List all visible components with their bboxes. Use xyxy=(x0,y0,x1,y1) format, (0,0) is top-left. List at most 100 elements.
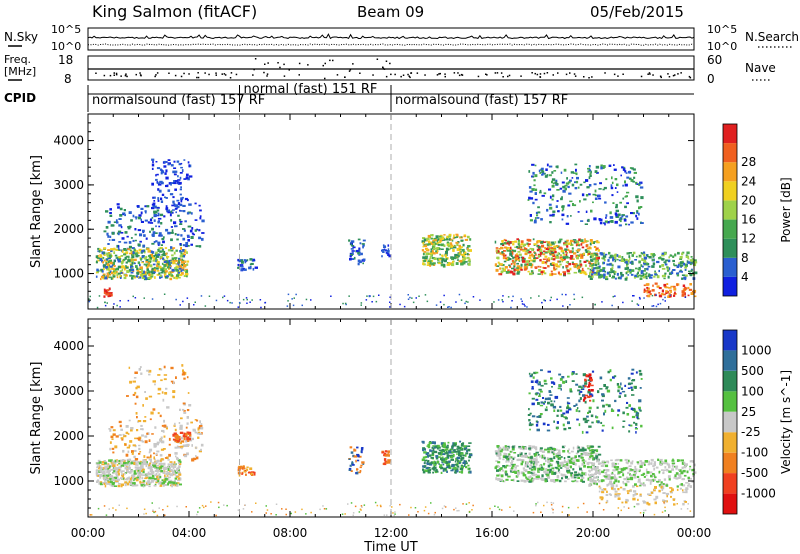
scatter-cell xyxy=(665,286,669,289)
scatter-cell xyxy=(581,462,584,466)
scatter-cell xyxy=(562,266,564,269)
scatter-cell xyxy=(501,267,505,270)
scatter-cell xyxy=(556,455,559,458)
scatter-cell xyxy=(611,267,614,270)
scatter-cell xyxy=(608,164,612,167)
scatter-cell xyxy=(610,186,614,190)
freq-dot xyxy=(613,73,616,76)
scatter-cell xyxy=(511,448,515,451)
scatter-cell xyxy=(636,412,639,415)
scatter-cell xyxy=(528,243,531,245)
scatter-cell xyxy=(168,476,171,479)
scatter-cell xyxy=(197,431,201,434)
scatter-cell xyxy=(512,470,515,473)
scatter-cell xyxy=(610,184,613,188)
scatter-cell xyxy=(127,450,130,453)
scatter-cell xyxy=(617,414,620,417)
scatter-cell xyxy=(535,398,539,401)
scatter-cell xyxy=(137,471,141,473)
scatter-cell xyxy=(590,466,593,469)
scatter-cell xyxy=(672,259,675,263)
scatter-cell xyxy=(691,468,695,472)
scatter-cell xyxy=(99,467,103,469)
scatter-cell xyxy=(596,171,599,174)
scatter-cell xyxy=(173,221,177,225)
scatter-cell xyxy=(588,469,591,472)
scatter-cell xyxy=(137,420,142,423)
ground-scatter-cell xyxy=(132,295,134,298)
scatter-cell xyxy=(599,268,603,272)
scatter-cell xyxy=(664,459,668,463)
scatter-cell xyxy=(597,249,600,252)
scatter-cell xyxy=(163,378,167,381)
scatter-cell xyxy=(575,172,578,176)
scatter-cell xyxy=(134,239,137,242)
scatter-cell xyxy=(452,454,455,457)
scatter-cell xyxy=(437,456,441,458)
scatter-cell xyxy=(539,404,544,407)
scatter-cell xyxy=(654,476,657,479)
scatter-cell xyxy=(450,256,454,259)
scatter-cell xyxy=(611,408,613,411)
scatter-cell xyxy=(596,458,600,462)
scatter-cell xyxy=(591,478,595,481)
scatter-cell xyxy=(148,451,151,454)
scatter-cell xyxy=(428,441,432,445)
scatter-cell xyxy=(633,275,636,279)
freq-dot xyxy=(154,75,156,78)
scatter-cell xyxy=(570,473,574,477)
scatter-cell xyxy=(200,423,203,426)
scatter-cell xyxy=(551,386,553,388)
scatter-cell xyxy=(501,469,504,472)
scatter-cell xyxy=(533,221,537,224)
scatter-cell xyxy=(635,195,639,199)
scatter-cell xyxy=(505,447,509,450)
scatter-cell xyxy=(673,287,677,291)
scatter-cell xyxy=(667,290,669,294)
freq-strip-frame xyxy=(87,55,695,81)
scatter-cell xyxy=(183,412,187,414)
scatter-cell xyxy=(621,215,624,218)
ground-scatter-cell xyxy=(662,298,664,301)
scatter-cell xyxy=(534,198,538,201)
scatter-cell xyxy=(571,258,575,260)
scatter-cell xyxy=(502,480,504,483)
scatter-cell xyxy=(532,463,535,466)
freq-dot xyxy=(668,76,671,78)
scatter-cell xyxy=(442,443,446,447)
ground-scatter-cell xyxy=(222,296,224,299)
scatter-cell xyxy=(146,369,150,372)
scatter-cell xyxy=(451,468,454,471)
scatter-cell xyxy=(194,202,197,205)
scatter-cell xyxy=(571,372,573,376)
scatter-cell xyxy=(641,461,643,465)
scatter-cell xyxy=(684,263,687,266)
scatter-cell xyxy=(541,194,545,197)
scatter-cell xyxy=(527,270,530,273)
scatter-cell xyxy=(569,390,573,393)
scatter-cell xyxy=(579,253,583,257)
scatter-cell xyxy=(120,459,124,462)
scatter-cell xyxy=(560,257,563,261)
ground-scatter-cell xyxy=(684,296,687,298)
scatter-cell xyxy=(428,258,431,261)
scatter-cell xyxy=(171,484,173,488)
scatter-cell xyxy=(526,249,530,252)
scatter-cell xyxy=(609,369,612,373)
scatter-cell xyxy=(127,226,131,230)
scatter-cell xyxy=(505,248,509,251)
freq-dot xyxy=(332,59,334,62)
scatter-cell xyxy=(98,473,103,477)
scatter-cell xyxy=(564,445,566,447)
scatter-cell xyxy=(642,273,645,276)
scatter-cell xyxy=(595,466,599,469)
scatter-cell xyxy=(520,471,524,475)
scatter-cell xyxy=(630,386,633,389)
scatter-cell xyxy=(180,166,183,169)
scatter-cell xyxy=(167,459,170,461)
scatter-cell xyxy=(437,235,440,238)
scatter-cell xyxy=(126,469,129,472)
scatter-cell xyxy=(441,456,444,459)
scatter-cell xyxy=(201,232,205,234)
scatter-cell xyxy=(160,470,164,473)
